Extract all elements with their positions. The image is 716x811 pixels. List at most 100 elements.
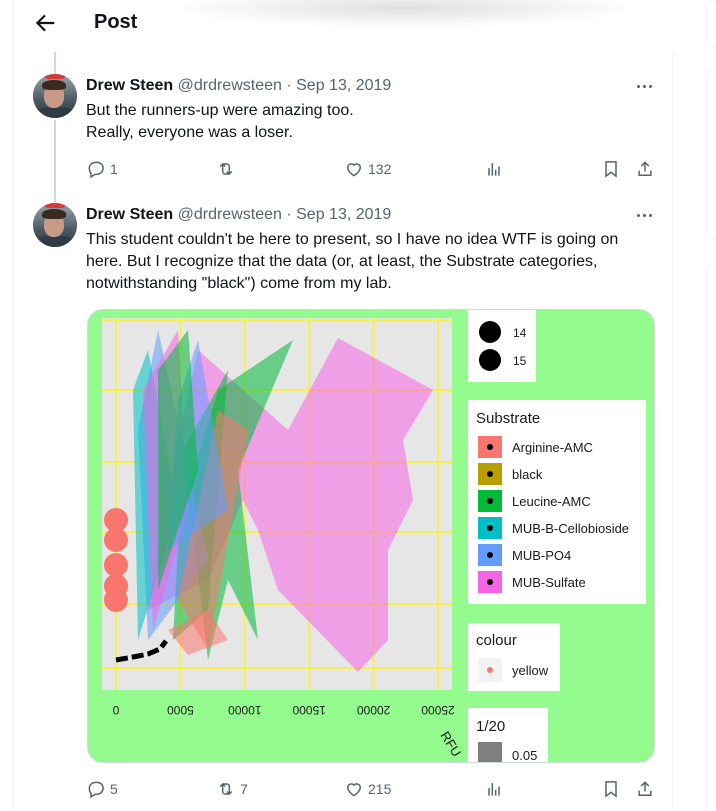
reply-button[interactable]: 1 [86,157,118,181]
arrow-left-icon[interactable] [32,10,58,36]
legend-substrate-label: MUB-B-Cellobioside [512,521,629,536]
tweet-line: But the runners-up were amazing too. [86,102,354,119]
avatar[interactable] [33,74,77,118]
legend-key-dot [487,525,493,531]
legend-size-dot [479,321,501,343]
heart-icon [346,783,362,797]
data-point [104,508,128,532]
legend-substrate-label: Leucine-AMC [512,494,591,509]
legend-substrate-label: Arginine-AMC [512,440,593,455]
data-line [115,639,168,663]
retweet-icon [219,162,233,176]
page-header: Post [14,0,674,52]
legend-key-dot [487,579,493,585]
x-tick-label: 25000 [421,703,455,717]
tweet-line: This student couldn't be here to present… [86,231,619,248]
tweet-meta: Drew Steen @drdrewsteen · Sep 13, 2019 [86,206,391,224]
tweet-meta: Drew Steen @drdrewsteen · Sep 13, 2019 [86,77,391,95]
like-count: 132 [368,161,392,177]
views-button[interactable] [484,777,504,801]
tweet-line: notwithstanding "black") come from my la… [86,275,392,292]
share-icon [638,161,652,176]
tweet-actions: 5 7 215 [86,777,666,801]
legend-substrate-label: black [512,467,543,482]
tweet-line: Really, everyone was a loser. [86,124,293,141]
avatar[interactable] [33,203,77,247]
side-card [706,0,716,48]
tweet-line: here. But I recognize that the data (or,… [86,253,598,270]
legend-size-label: 15 [513,354,527,368]
more-icon[interactable] [634,206,656,224]
author-handle[interactable]: @drdrewsteen [177,77,282,94]
legend-alpha-label: 0.05 [512,748,537,763]
tweet-text: This student couldn't be here to present… [86,229,618,295]
x-tick-label: 15000 [292,703,326,717]
legend-key-dot [487,667,493,673]
analytics-icon [488,783,500,796]
legend-substrate-label: MUB-PO4 [512,548,571,563]
thread-line [54,52,56,74]
author-name[interactable]: Drew Steen [86,206,174,223]
data-polygon [158,330,198,590]
data-polygon [178,410,248,650]
bookmark-icon [605,161,617,178]
tweet-media-image[interactable]: 0 5000 10000 15000 20000 25000 RFU 14 15 Substrat… [87,309,655,763]
side-card [706,262,716,811]
data-point [104,553,128,577]
x-tick-label: 20000 [357,703,391,717]
tweet-actions: 1 132 [86,157,666,181]
reply-count: 1 [110,161,118,177]
page-title: Post [94,11,138,33]
views-button[interactable] [484,157,504,181]
tweet-text: But the runners-up were amazing too. Rea… [86,100,354,144]
bookmark-button[interactable] [601,157,621,181]
legend-key-dot [487,471,493,477]
like-button[interactable]: 132 [344,157,391,181]
data-polygon [168,610,228,655]
bookmark-button[interactable] [601,777,621,801]
legend-colour-label: yellow [512,663,549,678]
main-column: Post Drew Steen @drdrewsteen · Sep 13, 2… [13,0,674,811]
thread-line [54,120,56,202]
data-polygon [243,338,433,672]
tweet-date[interactable]: Sep 13, 2019 [296,77,392,94]
legend-size-dot [479,349,501,371]
x-tick-label: 5000 [167,703,194,717]
legend-key-dot [487,552,493,558]
legend-key-dot [487,444,493,450]
bookmark-icon [605,781,617,798]
legend-key [478,742,502,762]
x-axis-label: RFU [437,729,464,760]
x-tick-label: 10000 [228,703,262,717]
data-point [104,588,128,612]
reply-count: 5 [110,781,118,797]
reply-button[interactable]: 5 [86,777,118,801]
retweet-button[interactable]: 7 [216,777,248,801]
analytics-icon [488,163,500,176]
share-icon [638,781,652,796]
meta-separator: · [286,206,292,223]
side-card [706,68,716,240]
like-button[interactable]: 215 [344,777,391,801]
x-tick-label: 0 [112,703,119,717]
legend-colour-title: colour [476,632,517,649]
share-button[interactable] [635,777,655,801]
legend-size-box [468,310,536,382]
more-icon[interactable] [634,77,656,95]
like-count: 215 [368,781,392,797]
legend-key-dot [487,498,493,504]
retweet-count: 7 [240,781,248,797]
chart: 0 5000 10000 15000 20000 25000 RFU 14 15 Substrat… [102,310,646,763]
legend-substrate-title: Substrate [476,410,540,427]
author-handle[interactable]: @drdrewsteen [177,206,282,223]
tweet-date[interactable]: Sep 13, 2019 [296,206,392,223]
meta-separator: · [286,77,292,94]
author-name[interactable]: Drew Steen [86,77,174,94]
legend-size-label: 14 [513,326,527,340]
header-shadow [164,0,644,28]
data-point [104,528,128,552]
heart-icon [346,163,362,177]
retweet-icon [219,782,233,796]
share-button[interactable] [635,157,655,181]
retweet-button[interactable] [216,157,240,181]
